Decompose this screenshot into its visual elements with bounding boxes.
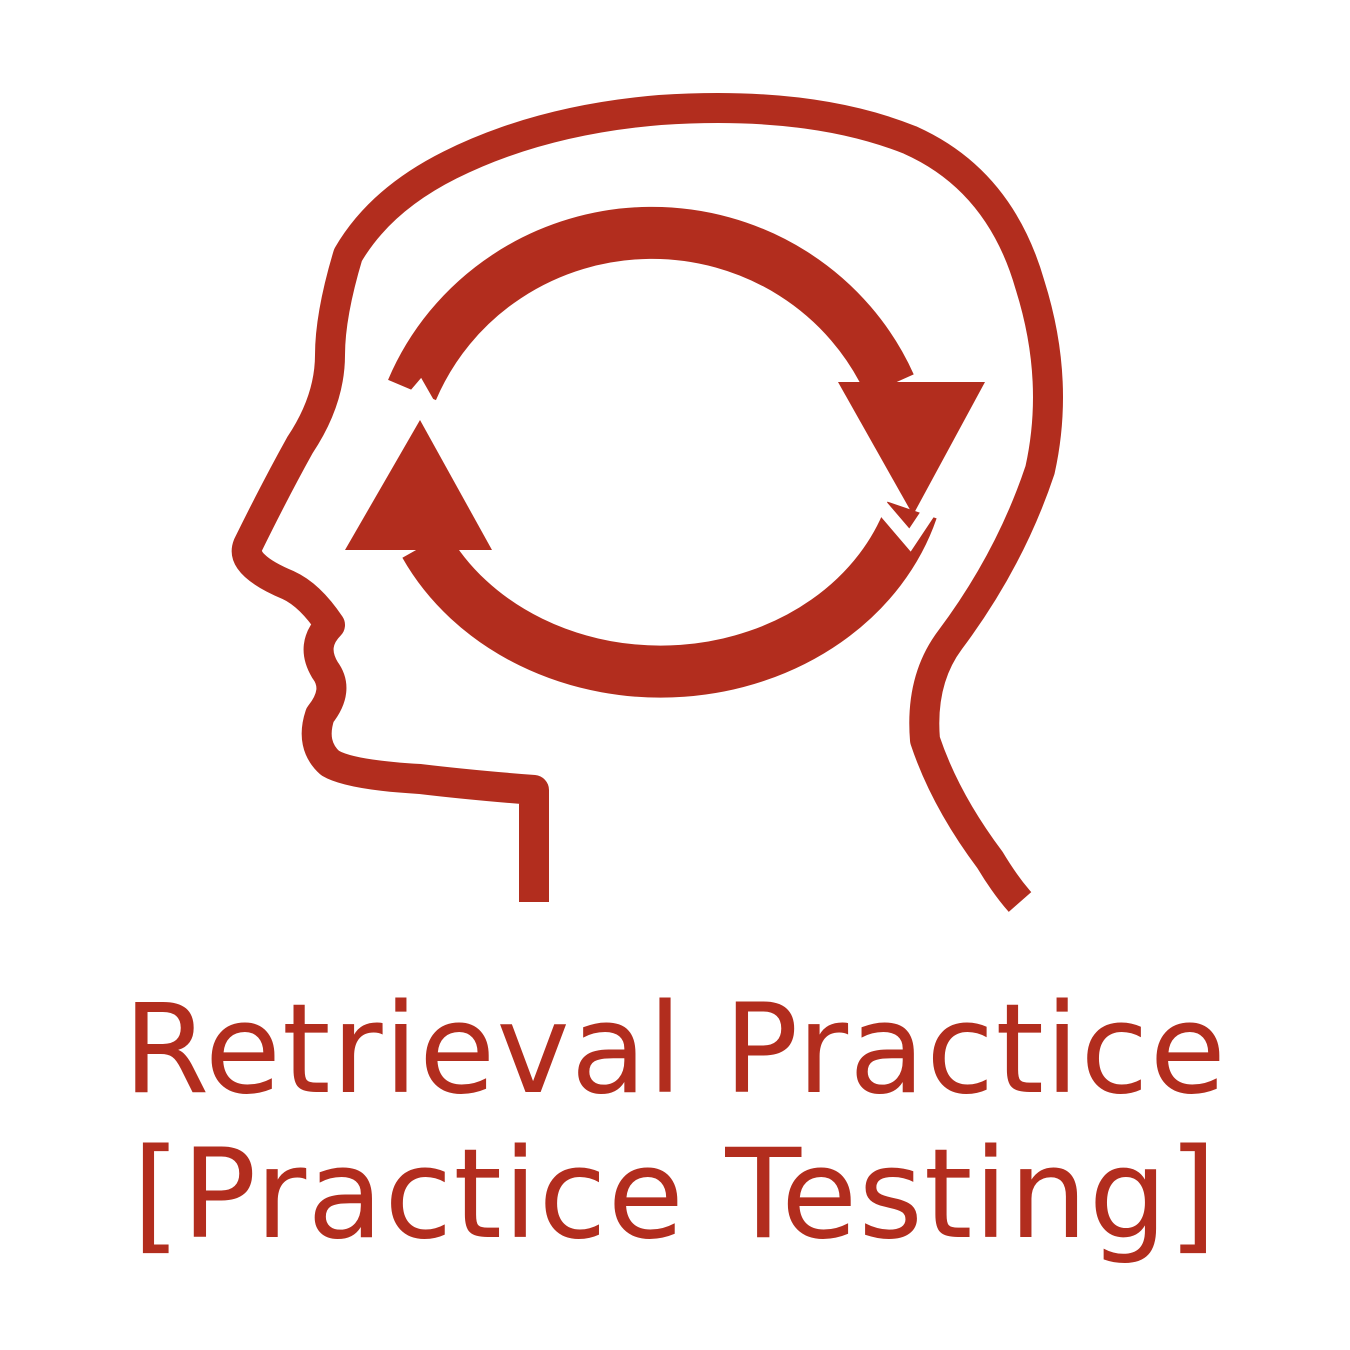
head-profile-icon <box>231 93 1063 912</box>
head-with-cycle-arrows-icon <box>231 93 1063 912</box>
cycle-arrow-top-icon <box>388 206 914 401</box>
title-line-2: [Practice Testing] <box>132 1123 1218 1267</box>
retrieval-practice-logo <box>231 93 1063 912</box>
arrowhead-down-icon <box>838 382 985 515</box>
cycle-arrow-bottom-icon <box>402 501 937 698</box>
title-line-1: Retrieval Practice <box>123 978 1227 1122</box>
arrowhead-up-icon <box>345 420 492 550</box>
